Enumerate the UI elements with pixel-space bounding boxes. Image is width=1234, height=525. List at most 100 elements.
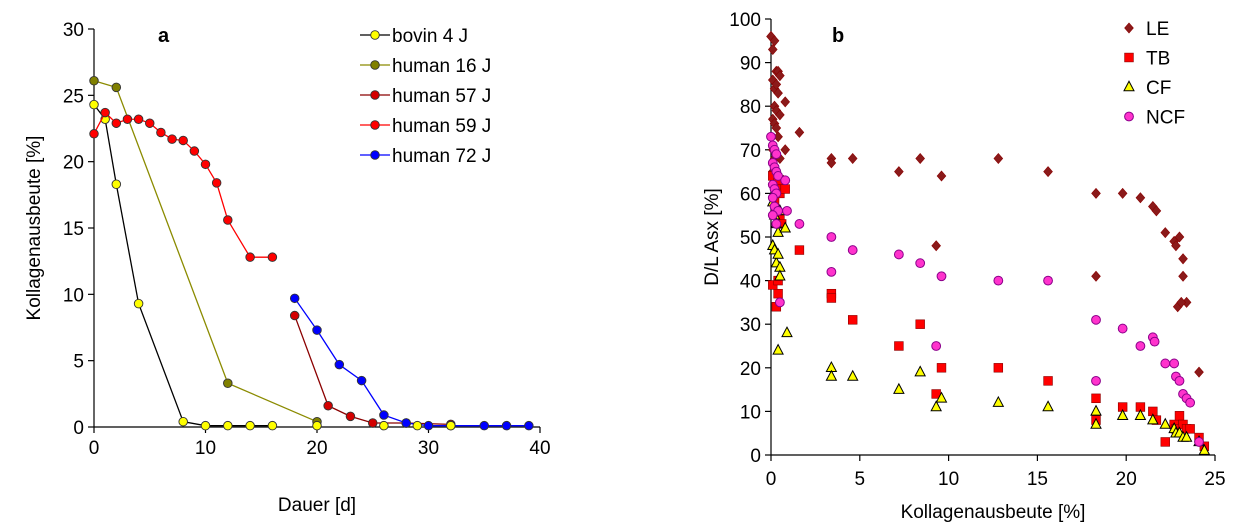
legend-label: TB [1146,49,1170,70]
x-tick-label: 40 [529,438,550,459]
data-point [1147,413,1159,425]
data-point [479,420,490,431]
data-point [1135,341,1146,351]
x-tick-label: 20 [1116,469,1137,490]
data-point [930,400,942,412]
data-point [379,410,389,420]
data-point [915,319,925,329]
data-point [773,171,784,181]
data-point [1043,275,1053,286]
data-point [780,96,791,108]
data-point [1091,375,1101,386]
data-point [1198,443,1211,455]
data-point [992,395,1005,407]
data-point [894,341,904,351]
legend-label: LE [1146,19,1169,40]
data-point [993,153,1004,165]
data-point [847,315,858,325]
data-point [1134,408,1147,421]
data-point [223,378,233,388]
data-point [794,126,805,138]
data-point [312,420,322,431]
data-point [412,420,423,431]
y-tick-label: 20 [63,153,84,174]
data-point [794,219,805,229]
data-point [1159,417,1172,429]
legend-swatch-marker [1123,80,1135,92]
y-axis-title: Kollagenausbeute [%] [24,136,45,321]
data-point [894,166,904,178]
data-point [1174,231,1185,243]
data-point [144,118,155,128]
data-point [826,157,837,169]
data-point [1117,187,1128,199]
y-axis-title: D/L Asx [%] [702,188,723,286]
data-point [189,146,200,156]
data-point [780,184,790,194]
legend: bovin 4 J human 16 J human 57 J human 59 J h… [360,26,491,167]
y-tick-label: 70 [740,141,761,162]
x-tick-label: 15 [1027,469,1048,490]
x-tick-label: 5 [855,469,866,490]
legend-label: NCF [1146,108,1185,129]
series-tb [768,171,1210,451]
data-point [334,359,345,370]
data-point [122,114,133,124]
data-point [1090,417,1102,429]
legend-label: human 16 J [392,56,491,77]
data-point [774,269,786,281]
data-point [100,107,110,118]
y-tick-label: 30 [63,20,84,41]
data-point [931,240,941,252]
x-axis-title: Kollagenausbeute [%] [901,502,1086,523]
x-tick-label: 10 [938,469,959,490]
data-point [767,210,778,221]
data-point [111,118,122,128]
legend: LE TB CF NCF [1123,19,1185,129]
data-point [89,129,99,139]
data-point [1043,166,1053,178]
data-point [89,75,99,86]
data-point [1185,424,1195,434]
legend-swatch-marker [1124,52,1134,63]
data-point [178,416,188,427]
y-tick-label: 10 [63,285,84,306]
data-point [200,420,211,431]
data-point [936,363,947,373]
legend-swatch-marker [370,60,380,70]
data-point [772,343,784,355]
data-point [1117,323,1128,334]
data-point [826,293,837,303]
data-point [1042,400,1054,412]
series-human-16-j [89,75,322,427]
data-point [794,245,805,255]
y-tick-label: 30 [740,315,761,336]
data-point [1194,366,1204,378]
legend-swatch-marker [1124,22,1134,34]
data-point [1160,227,1171,239]
x-tick-label: 30 [418,438,439,459]
data-point [993,363,1004,373]
series-bovin-4-j [89,99,278,431]
data-point [769,35,780,47]
data-point [1151,205,1162,217]
data-point [846,369,859,381]
y-tick-label: 80 [740,97,761,118]
data-point [1116,408,1129,421]
y-tick-label: 60 [740,184,761,205]
data-point [111,82,122,93]
data-point [993,275,1004,286]
data-point [1091,187,1101,199]
data-point [446,420,456,431]
y-tick-label: 90 [740,54,761,75]
data-point [289,310,300,321]
data-point [289,293,300,304]
data-point [200,159,211,170]
legend-label: human 72 J [392,146,491,167]
data-point [401,418,411,428]
data-point [767,192,778,203]
y-tick-label: 100 [729,10,761,31]
data-point [773,288,783,299]
data-point [423,420,434,431]
data-point [1185,397,1196,408]
